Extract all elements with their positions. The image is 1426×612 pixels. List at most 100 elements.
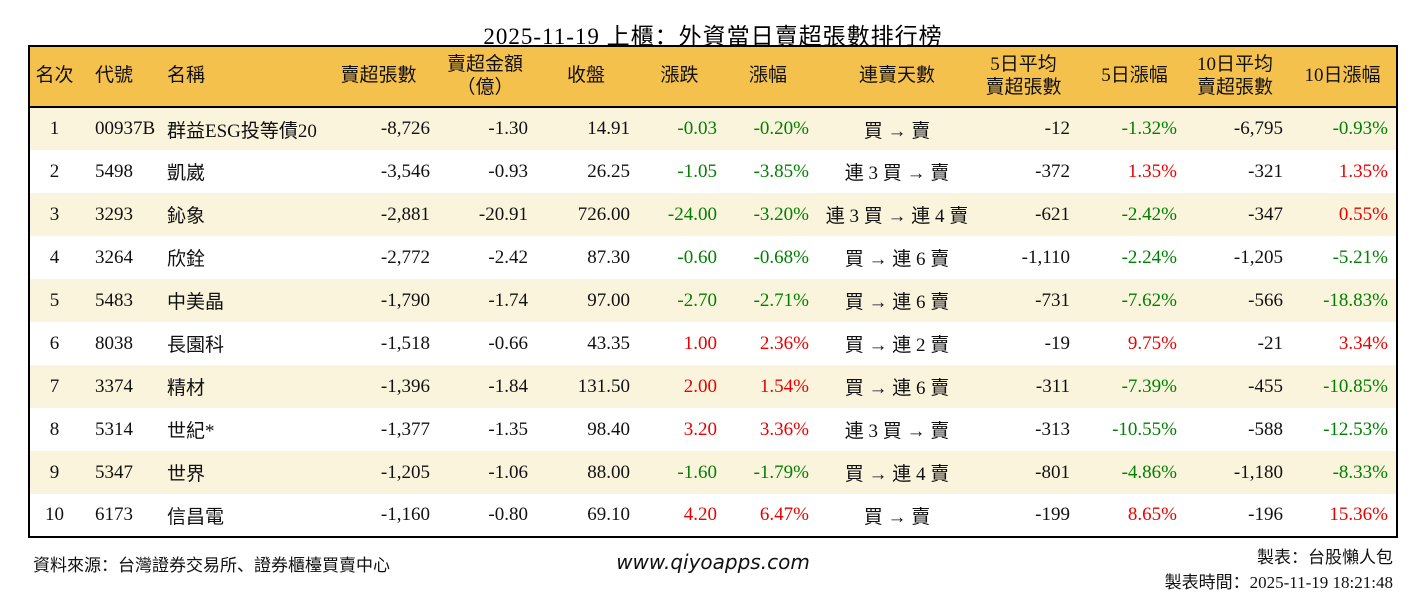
table-row: 2 5498 凱崴 -3,546 -0.93 26.25 -1.05 -3.85% 連 3 買 …: [29, 150, 1397, 193]
cell-sell_volume: -1,160: [380, 504, 430, 525]
data-source-note: 資料來源：台灣證券交易所、證券櫃檯買賣中心: [33, 556, 390, 575]
cell-avg5: -1,110: [1021, 246, 1070, 268]
table-row: 10 6173 信昌電 -1,160 -0.80 69.10 4.20 6.47% 買 → 賣 -…: [29, 494, 1397, 537]
cell-avg10: -1,180: [1233, 461, 1283, 483]
cell-close: 26.25: [587, 160, 630, 182]
cell-close: 87.30: [587, 246, 630, 268]
column-header-rank: 名次: [29, 46, 79, 108]
cell-name: 信昌電: [167, 506, 225, 528]
cell-change_pct: 2.36%: [759, 332, 809, 354]
cell-code: 3374: [95, 375, 133, 397]
table-header-row: 名次 代號 名稱 賣超張數 賣超金額 （億） 收盤 漲跌 漲幅 連賣天數 5日平均 賣超張數 5日漲…: [29, 46, 1397, 108]
footer: 資料來源：台灣證券交易所、證券櫃檯買賣中心 www.qiyoapps.com 製…: [33, 538, 1393, 595]
cell-name: 世紀*: [167, 421, 215, 442]
cell-avg5: -313: [1035, 418, 1070, 440]
cell-name: 群益ESG投等債20: [167, 120, 317, 142]
cell-pct5: -1.32%: [1121, 118, 1177, 139]
cell-sell_volume: -1,205: [380, 461, 430, 483]
cell-close: 14.91: [587, 118, 630, 139]
cell-name: 長園科: [167, 335, 225, 356]
column-header-avg5: 5日平均 賣超張數: [977, 46, 1092, 108]
cell-code: 8038: [95, 332, 133, 354]
cell-change: -1.05: [677, 160, 717, 182]
cell-sell_volume: -1,396: [380, 375, 430, 397]
cell-sell_amount: -2.42: [488, 246, 528, 268]
cell-avg10: -566: [1248, 289, 1283, 311]
cell-pct5: 8.65%: [1127, 504, 1177, 525]
cell-avg10: -196: [1248, 504, 1283, 525]
cell-streak: 連 3 買 → 連 4 賣: [825, 206, 969, 227]
cell-avg5: -372: [1035, 160, 1070, 182]
cell-pct10: -5.21%: [1332, 246, 1388, 268]
ranking-table: 名次 代號 名稱 賣超張數 賣超金額 （億） 收盤 漲跌 漲幅 連賣天數 5日平均 賣超張數 5日漲…: [28, 45, 1398, 538]
cell-avg5: -801: [1035, 461, 1070, 483]
cell-sell_amount: -20.91: [478, 203, 528, 225]
cell-pct10: 0.55%: [1338, 203, 1388, 225]
cell-change: 3.20: [683, 418, 717, 440]
cell-avg10: -6,795: [1233, 118, 1283, 139]
cell-pct5: -4.86%: [1121, 461, 1177, 483]
cell-avg10: -21: [1257, 332, 1283, 354]
cell-streak: 連 3 買 → 賣: [844, 421, 950, 442]
website-url: www.qiyoapps.com: [616, 550, 810, 574]
cell-pct5: 9.75%: [1127, 332, 1177, 354]
cell-sell_amount: -1.06: [488, 461, 528, 483]
cell-change_pct: -0.68%: [753, 246, 809, 268]
cell-name: 凱崴: [167, 163, 206, 184]
cell-name: 精材: [167, 378, 206, 399]
cell-sell_volume: -1,377: [380, 418, 430, 440]
cell-avg10: -1,205: [1233, 246, 1283, 268]
cell-streak: 買 → 連 6 賣: [844, 292, 950, 313]
credit-block: 製表：台股懶人包 製表時間：2025-11-19 18:21:48: [963, 546, 1393, 595]
column-header-sell_amount: 賣超金額 （億）: [442, 46, 542, 108]
cell-rank: 1: [49, 118, 60, 139]
cell-code: 3264: [95, 246, 133, 268]
cell-code: 3293: [95, 203, 133, 225]
table-row: 8 5314 世紀* -1,377 -1.35 98.40 3.20 3.36% 連 3 買 →…: [29, 408, 1397, 451]
cell-sell_amount: -0.80: [488, 504, 528, 525]
generated-timestamp: 製表時間：2025-11-19 18:21:48: [1164, 572, 1393, 592]
cell-close: 726.00: [577, 203, 630, 225]
column-header-avg10: 10日平均 賣超張數: [1187, 46, 1297, 108]
column-header-name: 名稱: [167, 46, 327, 108]
cell-code: 5347: [95, 461, 133, 483]
cell-pct10: -8.33%: [1332, 461, 1388, 483]
column-header-pct5: 5日漲幅: [1092, 46, 1187, 108]
cell-pct10: -18.83%: [1323, 289, 1388, 311]
cell-streak: 買 → 賣: [863, 120, 931, 142]
cell-change: -24.00: [667, 203, 717, 225]
cell-pct10: -10.85%: [1323, 375, 1388, 397]
cell-change: -1.60: [677, 461, 717, 483]
cell-rank: 7: [49, 375, 60, 397]
cell-pct10: 15.36%: [1329, 504, 1388, 525]
cell-close: 131.50: [577, 375, 630, 397]
cell-avg5: -19: [1044, 332, 1070, 354]
cell-rank: 9: [49, 461, 60, 483]
cell-rank: 10: [45, 504, 64, 525]
column-header-close: 收盤: [542, 46, 642, 108]
cell-pct10: -0.93%: [1332, 118, 1388, 139]
cell-pct5: -7.62%: [1121, 289, 1177, 311]
cell-rank: 2: [49, 160, 60, 182]
table-row: 7 3374 精材 -1,396 -1.84 131.50 2.00 1.54% 買 → 連 6…: [29, 365, 1397, 408]
cell-streak: 買 → 賣: [863, 506, 931, 528]
cell-code: 00937B: [95, 118, 156, 139]
cell-name: 鈊象: [167, 206, 206, 227]
cell-streak: 買 → 連 6 賣: [844, 249, 950, 270]
cell-sell_amount: -1.35: [488, 418, 528, 440]
cell-pct10: 3.34%: [1338, 332, 1388, 354]
cell-avg5: -621: [1035, 203, 1070, 225]
cell-avg10: -347: [1248, 203, 1283, 225]
table-row: 5 5483 中美晶 -1,790 -1.74 97.00 -2.70 -2.71% 買 → 連…: [29, 279, 1397, 322]
cell-rank: 8: [49, 418, 60, 440]
cell-sell_volume: -2,881: [380, 203, 430, 225]
table-row: 1 00937B 群益ESG投等債20 -8,726 -1.30 14.91 -0.03 -0…: [29, 107, 1397, 150]
cell-close: 97.00: [587, 289, 630, 311]
cell-code: 5483: [95, 289, 133, 311]
table-row: 4 3264 欣銓 -2,772 -2.42 87.30 -0.60 -0.68% 買 → 連 …: [29, 236, 1397, 279]
cell-change: 2.00: [683, 375, 717, 397]
cell-change: 4.20: [683, 504, 717, 525]
cell-change: -2.70: [677, 289, 717, 311]
cell-code: 6173: [95, 504, 133, 525]
column-header-change: 漲跌: [642, 46, 727, 108]
